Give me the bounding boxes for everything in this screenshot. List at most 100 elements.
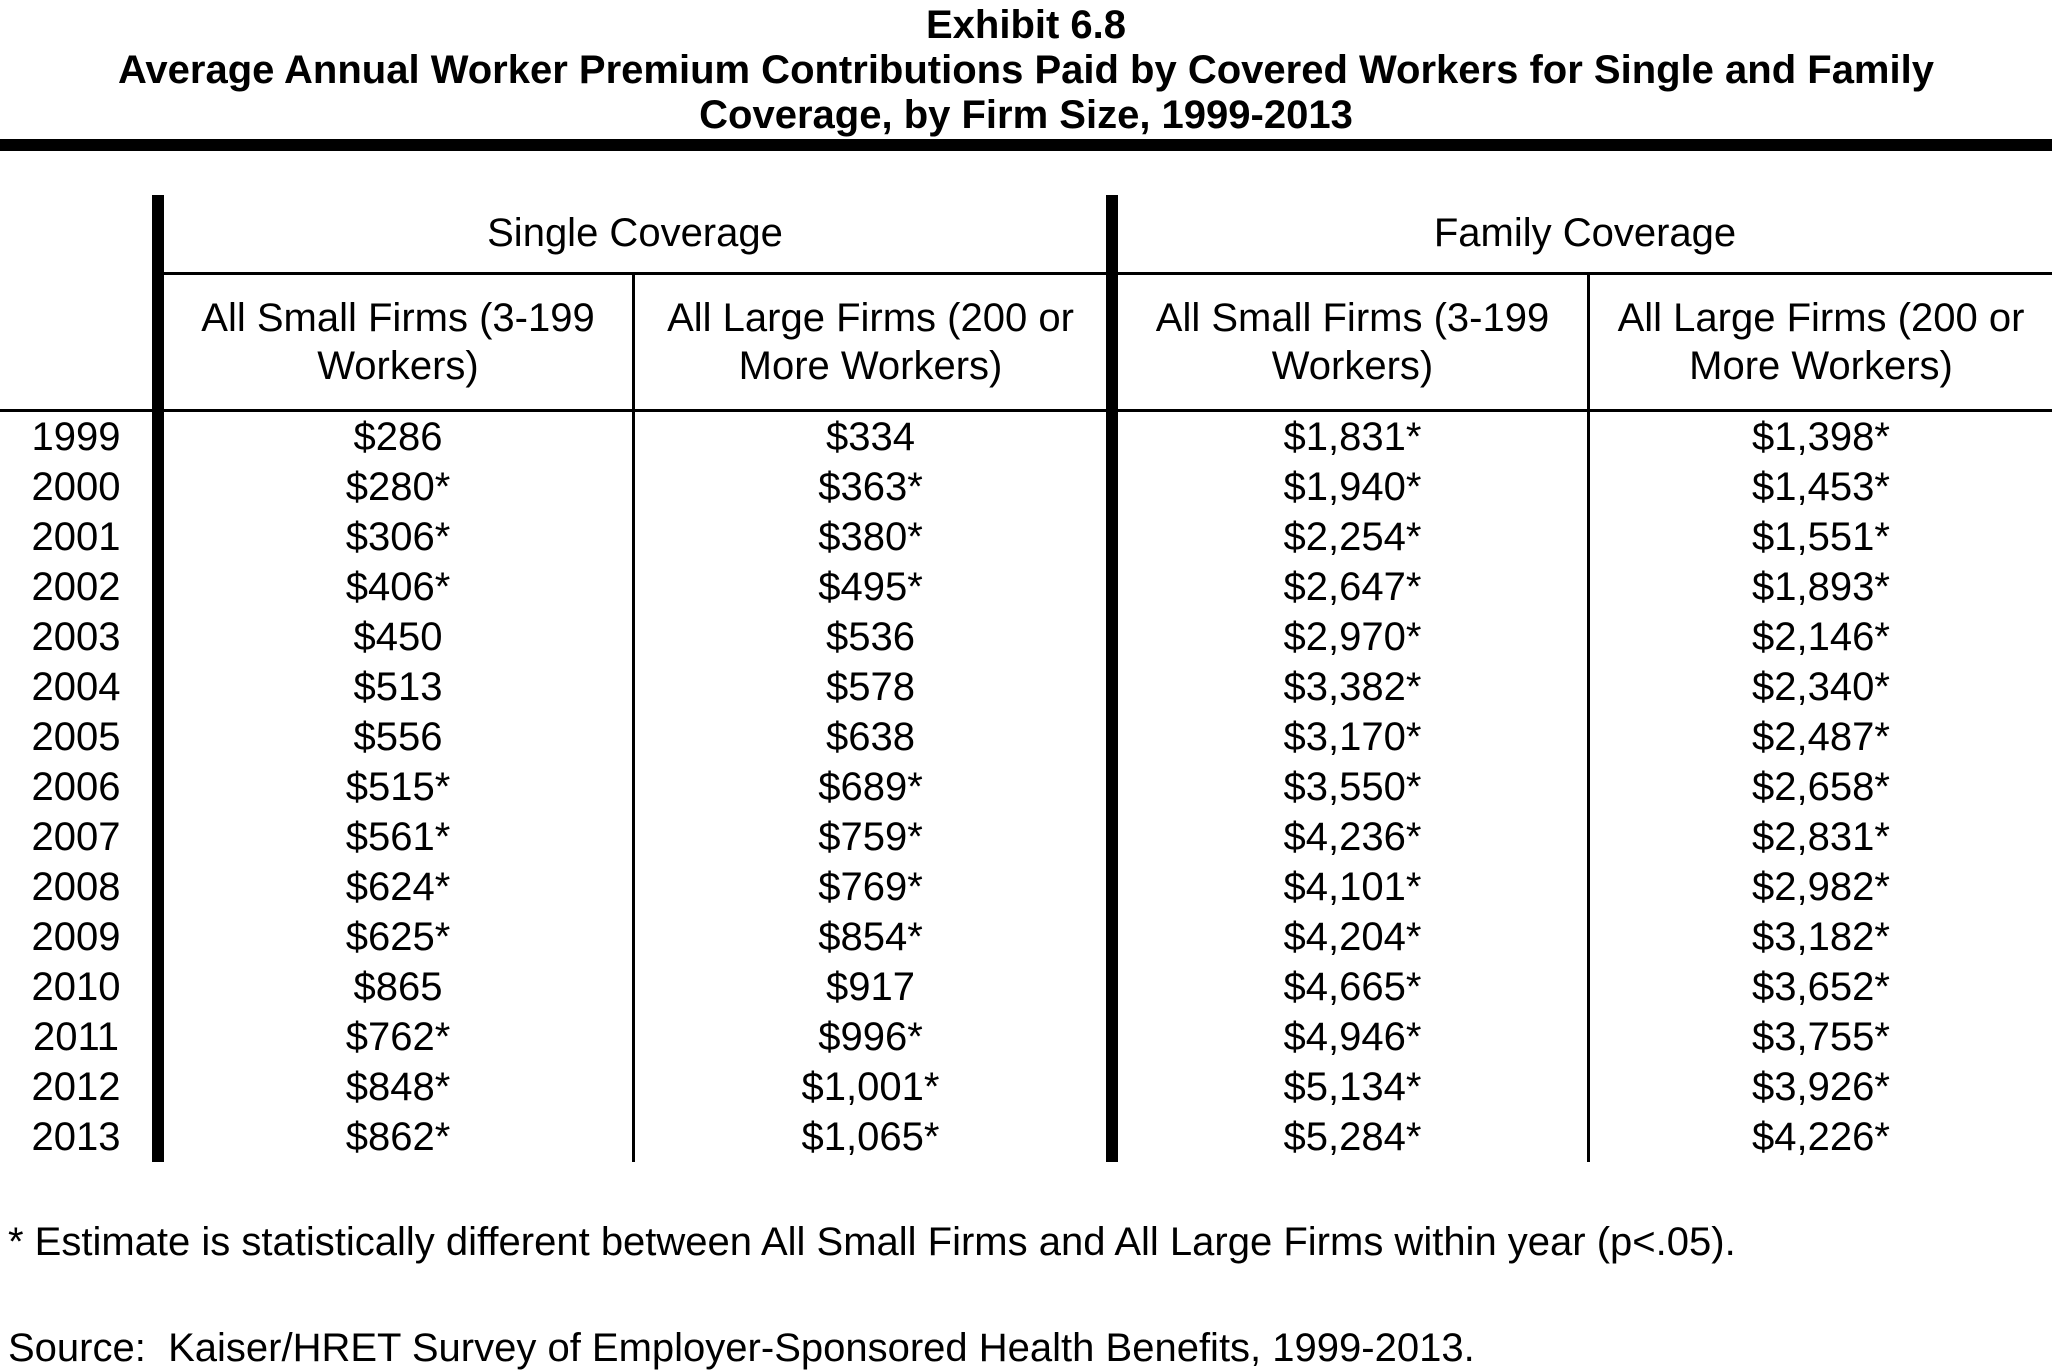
value-cell: $3,652* <box>1752 964 1890 1009</box>
year-cell: 2011 <box>0 1012 164 1062</box>
year-cell: 2000 <box>0 462 164 512</box>
year-cell: 2008 <box>0 862 164 912</box>
column-header-family-large-firms: All Large Firms (200 or More Workers) <box>1590 275 2052 412</box>
year-cell: 2006 <box>0 762 164 812</box>
value-cell: $1,001* <box>635 1062 1118 1112</box>
table-row: 2012 $848* $1,001* $5,134* $3,926* <box>0 1062 2052 1112</box>
year-cell: 2010 <box>0 962 164 1012</box>
value-cell: $4,226* <box>1752 1114 1890 1159</box>
value-cell: $363* <box>635 462 1118 512</box>
year-cell: 2004 <box>0 662 164 712</box>
value-cell: $1,551* <box>1752 514 1890 559</box>
value-cell: $3,382* <box>1118 662 1590 712</box>
table-row: 2001 $306* $380* $2,254* $1,551* <box>0 512 2052 562</box>
table-body: 1999 $286 $334 $1,831* $1,398* 2000 $280* $363*… <box>0 412 2052 1162</box>
value-cell: $2,970* <box>1118 612 1590 662</box>
column-header-single-small-firms: All Small Firms (3-199 Workers) <box>164 275 635 412</box>
value-cell: $5,134* <box>1118 1062 1590 1112</box>
value-cell: $3,926* <box>1752 1064 1890 1109</box>
value-cell: $306* <box>164 512 635 562</box>
value-cell: $3,182* <box>1752 914 1890 959</box>
value-cell: $996* <box>635 1012 1118 1062</box>
exhibit-number: Exhibit 6.8 <box>925 3 1127 47</box>
value-cell: $862* <box>164 1112 635 1162</box>
corner-cell-top <box>0 195 164 275</box>
value-cell: $1,893* <box>1752 564 1890 609</box>
value-cell: $917 <box>635 962 1118 1012</box>
value-cell: $759* <box>635 812 1118 862</box>
year-cell: 2009 <box>0 912 164 962</box>
table-row: 2010 $865 $917 $4,665* $3,652* <box>0 962 2052 1012</box>
year-cell: 2001 <box>0 512 164 562</box>
footnote-statistical-note: * Estimate is statistically different be… <box>8 1220 1736 1264</box>
section-header-row: Single Coverage Family Coverage <box>0 195 2052 275</box>
value-cell: $2,487* <box>1752 714 1890 759</box>
table-row: 2004 $513 $578 $3,382* $2,340* <box>0 662 2052 712</box>
value-cell: $5,284* <box>1118 1112 1590 1162</box>
value-cell: $4,236* <box>1118 812 1590 862</box>
value-cell: $625* <box>164 912 635 962</box>
value-cell: $4,946* <box>1118 1012 1590 1062</box>
value-cell: $286 <box>164 412 635 462</box>
footnote-source: Source: Kaiser/HRET Survey of Employer-S… <box>8 1326 1475 1370</box>
value-cell: $762* <box>164 1012 635 1062</box>
value-cell: $1,831* <box>1118 412 1590 462</box>
value-cell: $556 <box>164 712 635 762</box>
value-cell: $561* <box>164 812 635 862</box>
title-rule-divider <box>0 139 2052 151</box>
year-cell: 2003 <box>0 612 164 662</box>
table-row: 2006 $515* $689* $3,550* $2,658* <box>0 762 2052 812</box>
table-row: 2003 $450 $536 $2,970* $2,146* <box>0 612 2052 662</box>
table-row: 2008 $624* $769* $4,101* $2,982* <box>0 862 2052 912</box>
value-cell: $689* <box>635 762 1118 812</box>
value-cell: $624* <box>164 862 635 912</box>
value-cell: $3,170* <box>1118 712 1590 762</box>
table-row: 2000 $280* $363* $1,940* $1,453* <box>0 462 2052 512</box>
value-cell: $1,398* <box>1752 414 1890 459</box>
premium-contributions-table: Single Coverage Family Coverage All Smal… <box>0 195 2052 1162</box>
table-row: 2009 $625* $854* $4,204* $3,182* <box>0 912 2052 962</box>
value-cell: $4,204* <box>1118 912 1590 962</box>
value-cell: $854* <box>635 912 1118 962</box>
value-cell: $406* <box>164 562 635 612</box>
year-cell: 2007 <box>0 812 164 862</box>
year-cell: 2005 <box>0 712 164 762</box>
value-cell: $2,982* <box>1752 864 1890 909</box>
value-cell: $2,146* <box>1752 614 1890 659</box>
value-cell: $4,665* <box>1118 962 1590 1012</box>
value-cell: $638 <box>635 712 1118 762</box>
value-cell: $3,550* <box>1118 762 1590 812</box>
table-row: 2002 $406* $495* $2,647* $1,893* <box>0 562 2052 612</box>
exhibit-title-line2: Average Annual Worker Premium Contributi… <box>118 48 1934 92</box>
value-cell: $1,453* <box>1752 464 1890 509</box>
value-cell: $280* <box>164 462 635 512</box>
section-header-family: Family Coverage <box>1118 195 2052 275</box>
value-cell: $1,065* <box>635 1112 1118 1162</box>
value-cell: $2,254* <box>1118 512 1590 562</box>
column-header-single-large-firms: All Large Firms (200 or More Workers) <box>635 275 1118 412</box>
value-cell: $515* <box>164 762 635 812</box>
table-row: 2005 $556 $638 $3,170* $2,487* <box>0 712 2052 762</box>
table-row: 2011 $762* $996* $4,946* $3,755* <box>0 1012 2052 1062</box>
year-cell: 2002 <box>0 562 164 612</box>
value-cell: $513 <box>164 662 635 712</box>
value-cell: $769* <box>635 862 1118 912</box>
exhibit-title-line3: Coverage, by Firm Size, 1999-2013 <box>699 93 1353 137</box>
section-header-single: Single Coverage <box>164 195 1118 275</box>
value-cell: $2,647* <box>1118 562 1590 612</box>
year-cell: 2012 <box>0 1062 164 1112</box>
value-cell: $865 <box>164 962 635 1012</box>
table-row: 1999 $286 $334 $1,831* $1,398* <box>0 412 2052 462</box>
value-cell: $2,658* <box>1752 764 1890 809</box>
table-row: 2007 $561* $759* $4,236* $2,831* <box>0 812 2052 862</box>
value-cell: $1,940* <box>1118 462 1590 512</box>
corner-cell-sub <box>0 275 164 412</box>
table-row: 2013 $862* $1,065* $5,284* $4,226* <box>0 1112 2052 1162</box>
value-cell: $495* <box>635 562 1118 612</box>
value-cell: $3,755* <box>1752 1014 1890 1059</box>
column-header-row: All Small Firms (3-199 Workers) All Larg… <box>0 275 2052 412</box>
exhibit-title: Exhibit 6.8 Average Annual Worker Premiu… <box>0 0 2052 138</box>
column-header-family-small-firms: All Small Firms (3-199 Workers) <box>1118 275 1590 412</box>
value-cell: $2,831* <box>1752 814 1890 859</box>
